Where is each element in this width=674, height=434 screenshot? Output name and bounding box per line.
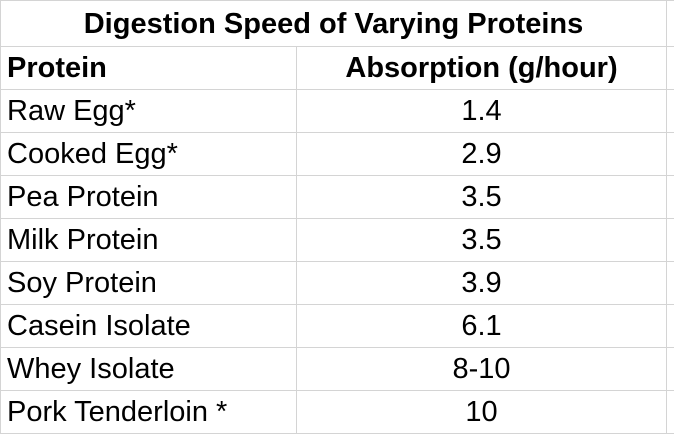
protein-cell[interactable]: Whey Isolate [1, 348, 297, 391]
empty-cell[interactable] [667, 305, 674, 348]
table-title-cell[interactable]: Digestion Speed of Varying Proteins [1, 1, 667, 47]
absorption-cell[interactable]: 6.1 [297, 305, 667, 348]
protein-cell[interactable]: Casein Isolate [1, 305, 297, 348]
empty-cell[interactable] [667, 90, 674, 133]
protein-cell[interactable]: Soy Protein [1, 262, 297, 305]
empty-cell[interactable] [667, 47, 674, 90]
table-row: Cooked Egg* 2.9 [1, 133, 674, 176]
protein-cell[interactable]: Pea Protein [1, 176, 297, 219]
title-row: Digestion Speed of Varying Proteins [1, 1, 674, 47]
protein-cell[interactable]: Cooked Egg* [1, 133, 297, 176]
table-row: Pea Protein 3.5 [1, 176, 674, 219]
table-row: Whey Isolate 8-10 [1, 348, 674, 391]
empty-cell[interactable] [667, 176, 674, 219]
empty-cell[interactable] [667, 1, 674, 47]
table-row: Raw Egg* 1.4 [1, 90, 674, 133]
absorption-cell[interactable]: 10 [297, 391, 667, 434]
protein-cell[interactable]: Raw Egg* [1, 90, 297, 133]
absorption-cell[interactable]: 2.9 [297, 133, 667, 176]
header-protein-cell[interactable]: Protein [1, 47, 297, 90]
empty-cell[interactable] [667, 391, 674, 434]
absorption-cell[interactable]: 8-10 [297, 348, 667, 391]
table-row: Soy Protein 3.9 [1, 262, 674, 305]
table-row: Pork Tenderloin * 10 [1, 391, 674, 434]
empty-cell[interactable] [667, 262, 674, 305]
empty-cell[interactable] [667, 348, 674, 391]
empty-cell[interactable] [667, 133, 674, 176]
absorption-cell[interactable]: 3.5 [297, 176, 667, 219]
table-row: Milk Protein 3.5 [1, 219, 674, 262]
absorption-cell[interactable]: 3.5 [297, 219, 667, 262]
protein-cell[interactable]: Milk Protein [1, 219, 297, 262]
protein-cell[interactable]: Pork Tenderloin * [1, 391, 297, 434]
table-row: Casein Isolate 6.1 [1, 305, 674, 348]
header-row: Protein Absorption (g/hour) [1, 47, 674, 90]
absorption-cell[interactable]: 3.9 [297, 262, 667, 305]
empty-cell[interactable] [667, 219, 674, 262]
header-absorption-cell[interactable]: Absorption (g/hour) [297, 47, 667, 90]
absorption-cell[interactable]: 1.4 [297, 90, 667, 133]
